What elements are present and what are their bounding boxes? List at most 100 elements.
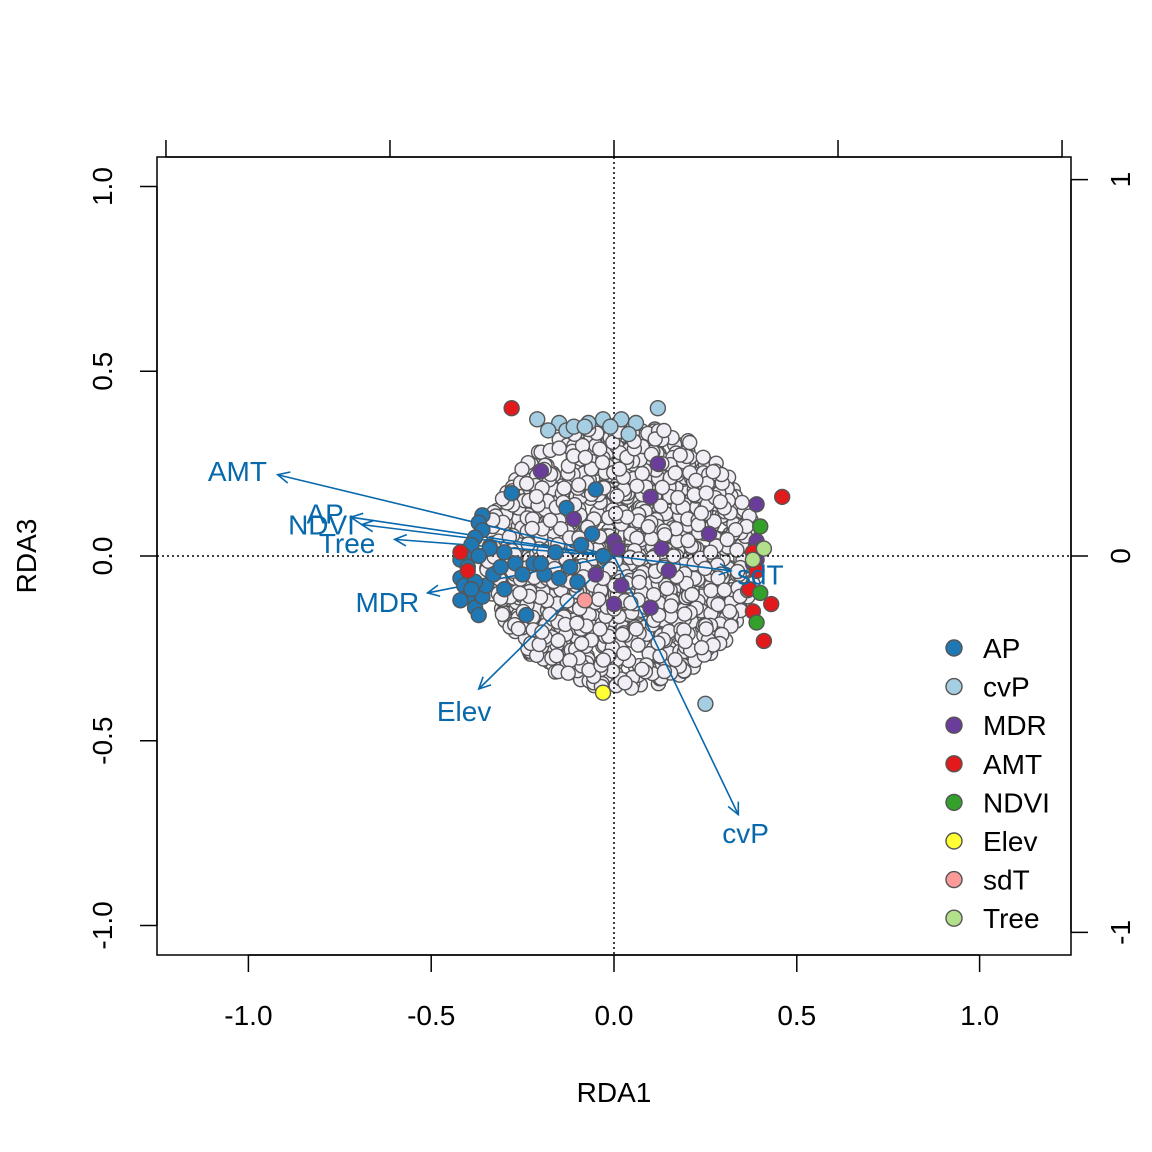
environment-arrows <box>275 471 740 817</box>
point-ap <box>569 573 586 591</box>
point-mdr <box>748 496 765 513</box>
background-point <box>577 449 594 466</box>
background-point <box>550 632 566 649</box>
arrowhead-ndvi <box>359 519 375 533</box>
point-mdr <box>532 462 550 480</box>
y-tick-label: -0.5 <box>87 717 118 765</box>
point-mdr <box>613 577 630 594</box>
background-point <box>698 485 714 501</box>
point-cvp <box>620 425 637 443</box>
x-tick-label: -0.5 <box>407 1000 455 1031</box>
arrow-cvp <box>613 555 740 815</box>
background-point <box>677 633 693 650</box>
arrow-ndvi <box>361 523 615 557</box>
point-ap <box>572 536 590 554</box>
background-point <box>654 479 670 496</box>
arrow-label-sdt: sdT <box>737 559 784 590</box>
background-point <box>623 595 639 611</box>
background-point <box>562 652 578 669</box>
point-mdr <box>649 455 667 472</box>
background-point <box>556 480 572 496</box>
point-mdr <box>565 510 582 528</box>
background-point <box>494 606 511 623</box>
background-point <box>553 521 569 537</box>
background-point <box>677 606 693 622</box>
background-point <box>693 640 710 656</box>
point-cvp <box>539 422 557 439</box>
point-mdr <box>653 540 670 557</box>
point-ap <box>532 555 550 572</box>
legend-swatch-tree <box>945 909 963 927</box>
background-point <box>559 593 575 609</box>
point-mdr <box>587 566 604 583</box>
background-point <box>680 532 696 549</box>
background-point <box>519 475 535 492</box>
arrowhead-mdr <box>425 584 441 597</box>
x-tick-label: 1.0 <box>960 1000 999 1031</box>
legend-label-mdr: MDR <box>983 710 1047 741</box>
x-tick-label: 0.0 <box>595 1000 634 1031</box>
background-point <box>682 434 698 451</box>
point-mdr <box>642 599 659 616</box>
background-point <box>514 461 530 477</box>
point-ndvi <box>748 614 765 631</box>
background-point <box>688 472 704 488</box>
background-point <box>705 464 721 480</box>
arrow-label-tree: Tree <box>319 528 376 559</box>
background-point <box>684 586 700 603</box>
background-point <box>716 582 733 598</box>
point-mdr <box>609 540 626 557</box>
background-point <box>592 441 608 457</box>
legend-swatch-cvp <box>945 677 963 696</box>
right-tick-label: -1 <box>1105 920 1136 945</box>
arrowhead-ap <box>348 512 364 526</box>
right-tick-label: 0 <box>1105 548 1136 564</box>
arrow-label-mdr: MDR <box>355 587 419 618</box>
background-point <box>640 519 656 535</box>
background-point <box>616 645 632 662</box>
background-point <box>609 488 625 504</box>
arrowhead-cvp <box>727 801 740 817</box>
legend-swatch-elev <box>945 832 963 850</box>
background-point <box>667 465 683 481</box>
legend-swatch-ndvi <box>945 793 963 812</box>
point-ap <box>503 484 520 502</box>
background-point <box>512 585 528 601</box>
legend-label-ndvi: NDVI <box>983 787 1050 818</box>
point-cvp <box>649 400 667 417</box>
background-point <box>591 591 607 607</box>
y-tick-label: 0.5 <box>87 352 118 391</box>
point-ap <box>496 544 513 561</box>
background-point <box>712 494 728 510</box>
top-axis <box>165 140 1063 158</box>
background-point <box>542 512 558 528</box>
background-point <box>571 477 587 493</box>
legend-swatch-ap <box>945 639 963 657</box>
point-ap <box>470 606 487 624</box>
point-ndvi <box>752 518 769 535</box>
background-point <box>595 652 612 668</box>
point-ap <box>550 569 568 587</box>
arrow-amt <box>277 473 615 557</box>
right-axis: -1 0 1 <box>1070 172 1136 945</box>
point-ap <box>463 581 480 598</box>
background-point <box>653 498 669 514</box>
background-point <box>646 587 662 603</box>
background-point <box>594 454 611 471</box>
y-tick-label: 1.0 <box>87 167 118 206</box>
arrow-label-elev: Elev <box>437 696 491 727</box>
point-mdr <box>660 562 678 579</box>
point-ap <box>594 547 612 565</box>
legend-swatch-mdr <box>945 716 963 734</box>
x-tick-label: 0.5 <box>777 1000 816 1031</box>
point-amt <box>503 400 520 417</box>
point-cvp <box>529 411 546 428</box>
background-point <box>611 461 628 477</box>
background-point <box>670 489 686 506</box>
background-point <box>542 606 558 622</box>
arrow-label-ndvi: NDVI <box>288 510 355 541</box>
point-mdr <box>605 595 623 613</box>
point-tree <box>744 551 762 568</box>
arrowhead-elev <box>477 676 492 691</box>
point-amt <box>452 544 469 561</box>
